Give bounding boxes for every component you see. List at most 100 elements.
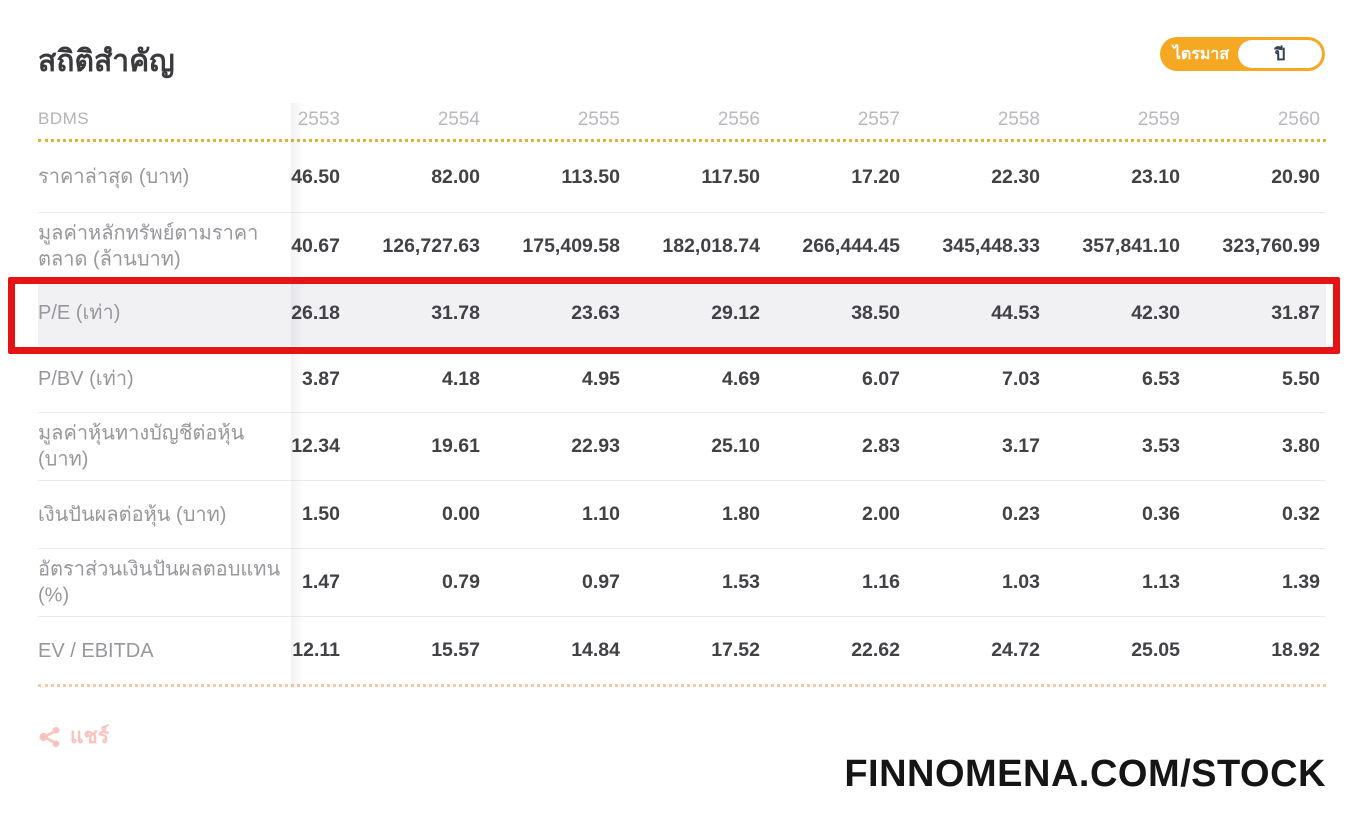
value-cell: 1.47 [302,571,340,593]
value-cell: 38.50 [851,301,900,324]
year-header: 2557 [857,108,900,130]
value-cell: 0.00 [442,503,480,525]
stats-table: BDMS 2553 2554 2555 2556 2557 2558 2559 2560 รา… [38,100,1326,687]
row-label: มูลค่าหลักทรัพย์ตามราคาตลาด (ล้านบาท) [38,222,259,271]
value-cell: 22.93 [571,435,620,457]
table-row: มูลค่าหลักทรัพย์ตามราคาตลาด (ล้านบาท) 40.… [38,212,1326,280]
value-cell: 3.87 [302,367,340,390]
value-cell: 18.92 [1271,639,1320,661]
value-cell: 31.78 [431,301,480,324]
value-cell: 175,409.58 [522,235,620,257]
value-cell: 25.10 [711,435,760,457]
value-cell: 6.53 [1142,367,1180,390]
value-cell: 4.69 [722,367,760,390]
value-cell: 26.18 [291,301,340,324]
value-cell: 1.50 [302,503,340,525]
year-header: 2554 [437,108,480,130]
table-row: P/E (เท่า) 26.18 31.78 23.63 29.12 38.50 44.53… [38,280,1326,346]
stock-symbol: BDMS [38,109,90,128]
value-cell: 6.07 [862,367,900,390]
year-header: 2559 [1137,108,1180,130]
value-cell: 25.05 [1131,639,1180,661]
row-label: P/BV (เท่า) [38,367,134,390]
value-cell: 117.50 [701,165,760,188]
table-row: ราคาล่าสุด (บาท) 46.50 82.00 113.50 117.50 17… [38,142,1326,212]
value-cell: 1.39 [1282,571,1320,593]
share-label: แชร์ [70,725,110,748]
value-cell: 0.79 [442,571,480,593]
value-cell: 0.32 [1282,503,1320,525]
page-title: สถิติสำคัญ [38,45,175,78]
table-bottom-border [38,684,1326,687]
value-cell: 14.84 [571,639,620,661]
value-cell: 1.10 [582,503,620,525]
value-cell: 1.13 [1142,571,1180,593]
value-cell: 20.90 [1271,165,1320,188]
row-label: ราคาล่าสุด (บาท) [38,165,190,188]
value-cell: 17.52 [711,639,760,661]
table-row: EV / EBITDA 12.11 15.57 14.84 17.52 22.62 24.7… [38,616,1326,684]
value-cell: 266,444.45 [802,235,900,257]
value-cell: 17.20 [851,165,900,188]
value-cell: 44.53 [991,301,1040,324]
value-cell: 22.30 [991,165,1040,188]
value-cell: 0.36 [1142,503,1180,525]
value-cell: 0.23 [1002,503,1040,525]
table-row: เงินปันผลต่อหุ้น (บาท) 1.50 0.00 1.10 1.80 2.… [38,480,1326,548]
value-cell: 23.63 [571,301,620,324]
value-cell: 126,727.63 [382,235,480,257]
value-cell: 113.50 [561,165,620,188]
share-button[interactable]: แชร์ [38,720,109,753]
period-toggle[interactable]: ไตรมาส ปี [1160,37,1325,71]
value-cell: 1.16 [862,571,900,593]
row-label: P/E (เท่า) [38,301,121,324]
value-cell: 82.00 [431,165,480,188]
value-cell: 40.67 [291,235,340,257]
value-cell: 182,018.74 [662,235,760,257]
year-header: 2556 [717,108,760,130]
value-cell: 323,760.99 [1222,235,1320,257]
year-header: 2560 [1277,108,1320,130]
value-cell: 1.03 [1002,571,1040,593]
value-cell: 5.50 [1282,367,1320,390]
value-cell: 12.34 [291,435,340,457]
toggle-option-year[interactable]: ปี [1238,40,1322,68]
value-cell: 12.11 [292,639,340,661]
value-cell: 31.87 [1271,301,1320,324]
table-row: P/BV (เท่า) 3.87 4.18 4.95 4.69 6.07 7.03 6.53 5… [38,346,1326,412]
value-cell: 2.83 [862,435,900,457]
value-cell: 46.50 [291,165,340,188]
row-label: เงินปันผลต่อหุ้น (บาท) [38,503,227,526]
year-header: 2558 [997,108,1040,130]
value-cell: 2.00 [862,503,900,525]
value-cell: 15.57 [431,639,480,661]
value-cell: 7.03 [1002,367,1040,390]
share-icon [38,725,62,749]
year-header: 2555 [577,108,620,130]
value-cell: 4.18 [442,367,480,390]
value-cell: 3.53 [1142,435,1180,457]
table-header: BDMS 2553 2554 2555 2556 2557 2558 2559 2560 [38,100,1326,142]
year-header: 2553 [297,108,340,130]
value-cell: 42.30 [1131,301,1180,324]
value-cell: 29.12 [711,301,760,324]
value-cell: 0.97 [582,571,620,593]
value-cell: 1.80 [722,503,760,525]
table-row: มูลค่าหุ้นทางบัญชีต่อหุ้น (บาท) 12.34 19.6… [38,412,1326,480]
value-cell: 3.80 [1282,435,1320,457]
value-cell: 23.10 [1131,165,1180,188]
table-body: ราคาล่าสุด (บาท) 46.50 82.00 113.50 117.50 17… [38,142,1326,684]
watermark-url: FINNOMENA.COM/STOCK [844,753,1326,795]
value-cell: 357,841.10 [1082,235,1180,257]
row-label: EV / EBITDA [38,639,154,662]
value-cell: 345,448.33 [942,235,1040,257]
row-label: อัตราส่วนเงินปันผลตอบแทน (%) [38,558,281,607]
value-cell: 3.17 [1002,435,1040,457]
value-cell: 4.95 [582,367,620,390]
value-cell: 22.62 [851,639,900,661]
toggle-option-quarter[interactable]: ไตรมาส [1172,45,1230,63]
table-row: อัตราส่วนเงินปันผลตอบแทน (%) 1.47 0.79 0.97… [38,548,1326,616]
value-cell: 24.72 [991,639,1040,661]
row-label: มูลค่าหุ้นทางบัญชีต่อหุ้น (บาท) [38,422,245,471]
